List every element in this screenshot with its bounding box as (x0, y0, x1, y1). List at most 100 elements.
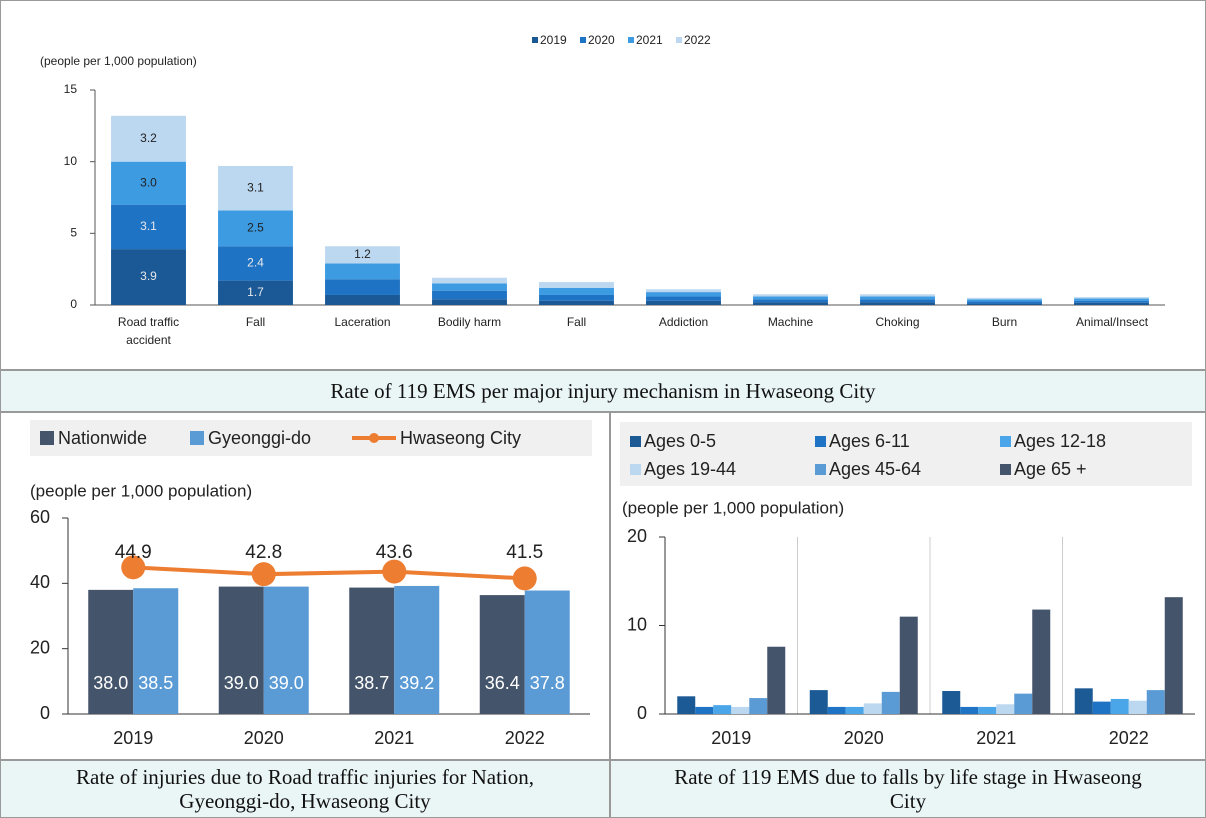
bar-segment (111, 115, 186, 162)
bar (978, 706, 997, 714)
caption: Rate of 119 EMS per major injury mechani… (0, 370, 1206, 412)
x-tick-label: Addiction (658, 315, 709, 329)
bar-segment (1074, 297, 1149, 299)
caption: Rate of 119 EMS due to falls by life sta… (610, 760, 1206, 818)
x-tick-label-box: Fall (566, 315, 587, 329)
bar-segment (432, 299, 507, 305)
bar (1092, 701, 1111, 714)
value-label: 2.5 (247, 220, 264, 234)
bar-segment (646, 296, 721, 301)
value-label: 3.0 (140, 175, 157, 189)
bar (394, 585, 440, 714)
y-tick-label: 15 (64, 82, 78, 96)
panel-border (0, 412, 610, 760)
legend-swatch (580, 37, 586, 43)
value-label: 39.0 (269, 673, 304, 693)
x-tick-label-box: Machine (768, 315, 813, 329)
value-label: 2.4 (247, 256, 264, 270)
legend-swatch (532, 37, 538, 43)
line (133, 565, 525, 581)
chart-road-traffic: (people per 1,000 population) 0 20 40 60 Nat… (0, 412, 610, 760)
bar (1128, 700, 1147, 714)
bar-segment (753, 294, 828, 297)
value-label: 41.5 (506, 542, 543, 563)
chart-falls-life-stage: (people per 1,000 population) 0 10 20 Ages … (610, 412, 1206, 760)
value-label: 38.7 (354, 673, 389, 693)
x-tick-label-box: Road traffic accident (118, 315, 179, 347)
bar (1074, 688, 1093, 714)
x-tick-label: 2020 (844, 728, 884, 748)
value-label: 3.2 (140, 131, 157, 145)
line-point (512, 566, 537, 591)
x-tick-label: 2020 (244, 728, 284, 748)
bar-segment (539, 294, 614, 301)
bar (1110, 698, 1129, 714)
value-label: 44.9 (115, 542, 152, 563)
y-axis-label: (people per 1,000 population) (30, 481, 252, 500)
bar (731, 706, 750, 714)
value-label: 3.1 (247, 180, 264, 194)
x-tick-label-box: Laceration (334, 315, 391, 329)
bar-segment (753, 296, 828, 300)
chart-injury-mechanism: (people per 1,000 population) 0 5 10 15 2019… (0, 0, 1206, 370)
bar-segment (753, 299, 828, 303)
legend-label: Ages 19-44 (644, 459, 736, 479)
value-label: 38.5 (138, 673, 173, 693)
bar-segment (218, 165, 293, 211)
x-tick-label-box: Fall (246, 315, 265, 329)
line-point (121, 555, 146, 580)
bar (1014, 693, 1033, 714)
x-tick-label-box: Addiction (658, 315, 709, 329)
legend-swatch (676, 37, 682, 43)
bar (88, 589, 134, 714)
bar (218, 586, 264, 714)
x-tick-label: 2019 (711, 728, 751, 748)
bar-segment (967, 299, 1042, 302)
legend-label: Gyeonggi-do (208, 428, 311, 448)
legend-label: 2019 (540, 33, 567, 47)
x-tick-label: Fall (566, 315, 587, 329)
bar (479, 595, 525, 714)
legend-label: Ages 12-18 (1014, 431, 1106, 451)
bar (863, 703, 882, 714)
y-axis-label: (people per 1,000 population) (622, 498, 844, 517)
bar-segment (432, 277, 507, 284)
bar (960, 706, 979, 714)
value-label: 39.2 (399, 673, 434, 693)
bar-segment (967, 301, 1042, 304)
value-label: 3.9 (140, 269, 157, 283)
bar-segment (860, 294, 935, 297)
y-axis-label: (people per 1,000 population) (40, 54, 197, 68)
x-tick-label: Bodily harm (437, 315, 502, 329)
value-label: 43.6 (376, 542, 413, 563)
x-tick-label: 2019 (113, 728, 153, 748)
value-label: 1.7 (247, 285, 264, 299)
value-label: 42.8 (245, 542, 282, 563)
x-tick-label-box: Animal/Insect (1076, 315, 1148, 329)
x-tick-label: Laceration (334, 315, 391, 329)
legend-label: Age 65 + (1014, 459, 1087, 479)
x-tick-label: 2022 (505, 728, 545, 748)
y-tick-label: 5 (70, 226, 77, 240)
bar-segment (325, 246, 400, 264)
bar (133, 588, 179, 714)
y-tick-label: 10 (627, 614, 647, 634)
y-tick-label: 20 (627, 526, 647, 546)
legend-swatch (1000, 436, 1011, 447)
bar-segment (325, 294, 400, 305)
bar-segment (539, 287, 614, 295)
value-label: 39.0 (224, 673, 259, 693)
bar (1032, 609, 1051, 714)
bar (767, 646, 786, 714)
x-tick-label-box: Burn (992, 315, 1017, 329)
bar-segment (646, 289, 721, 293)
legend-swatch (815, 436, 826, 447)
value-label: 38.0 (93, 673, 128, 693)
line-point (251, 562, 276, 587)
bar (1164, 597, 1183, 714)
x-tick-label-box: Choking (875, 315, 919, 329)
bar (263, 586, 309, 714)
bar-segment (1074, 298, 1149, 301)
legend-swatch (815, 464, 826, 475)
y-tick-label: 20 (30, 637, 50, 657)
